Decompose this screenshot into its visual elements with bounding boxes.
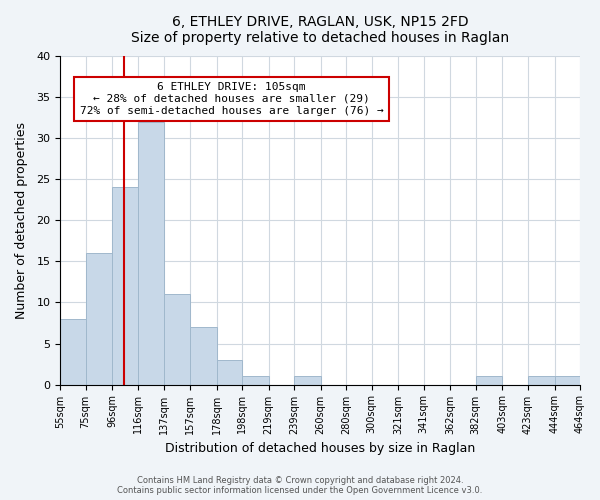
Title: 6, ETHLEY DRIVE, RAGLAN, USK, NP15 2FD
Size of property relative to detached hou: 6, ETHLEY DRIVE, RAGLAN, USK, NP15 2FD S… <box>131 15 509 45</box>
Bar <box>242 376 269 384</box>
Text: Contains HM Land Registry data © Crown copyright and database right 2024.
Contai: Contains HM Land Registry data © Crown c… <box>118 476 482 495</box>
Text: 6 ETHLEY DRIVE: 105sqm
← 28% of detached houses are smaller (29)
72% of semi-det: 6 ETHLEY DRIVE: 105sqm ← 28% of detached… <box>80 82 383 116</box>
Y-axis label: Number of detached properties: Number of detached properties <box>15 122 28 319</box>
Bar <box>164 294 190 384</box>
Bar <box>60 319 86 384</box>
Bar <box>554 376 580 384</box>
Bar <box>190 327 217 384</box>
Bar <box>138 122 164 384</box>
Bar <box>217 360 242 384</box>
Bar <box>294 376 321 384</box>
Bar <box>528 376 554 384</box>
Bar <box>112 188 138 384</box>
Bar <box>476 376 502 384</box>
X-axis label: Distribution of detached houses by size in Raglan: Distribution of detached houses by size … <box>165 442 475 455</box>
Bar <box>86 253 112 384</box>
